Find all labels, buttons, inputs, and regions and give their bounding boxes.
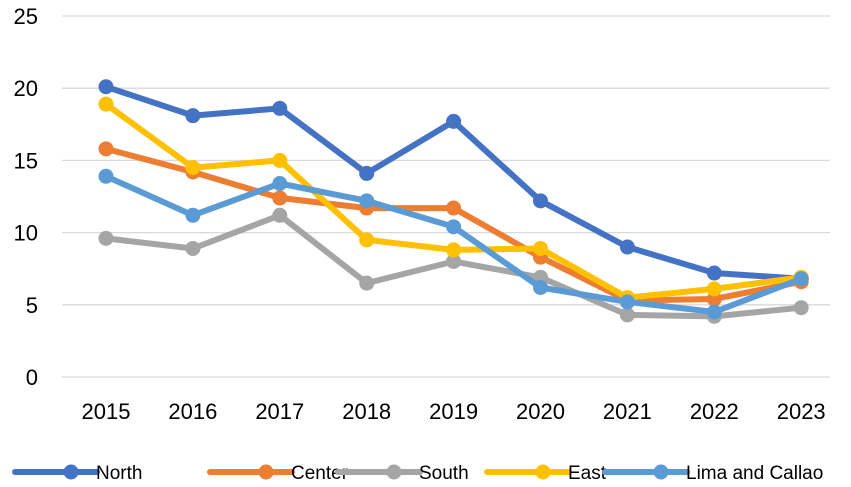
data-point-south-2023 (793, 300, 809, 316)
data-point-east-2020 (533, 240, 548, 256)
legend-swatch-marker (386, 464, 402, 480)
data-point-center-2015 (98, 141, 114, 157)
data-point-south-2016 (185, 240, 201, 256)
series-south (98, 207, 809, 324)
data-point-center-2019 (446, 200, 462, 216)
data-point-lima-and-callao-2022 (706, 304, 722, 320)
legend-swatch-marker (63, 464, 79, 480)
legend-label: East (568, 463, 607, 484)
data-point-east-2022 (706, 281, 722, 297)
data-point-north-2019 (446, 113, 462, 129)
legend-item-center: Center (207, 463, 349, 484)
data-point-south-2019 (446, 253, 462, 269)
data-point-south-2021 (619, 307, 635, 323)
legend-swatch-marker (653, 464, 669, 480)
legend-item-east: East (484, 463, 607, 484)
data-point-north-2021 (619, 239, 635, 255)
legend-item-north: North (12, 463, 142, 484)
y-tick-label: 0 (26, 365, 38, 390)
x-tick-label: 2019 (429, 399, 478, 424)
data-point-south-2017 (272, 207, 288, 223)
data-point-east-2018 (359, 232, 375, 248)
data-point-lima-and-callao-2023 (793, 271, 809, 287)
legend-item-south: South (335, 463, 469, 484)
data-point-east-2017 (272, 152, 288, 168)
data-point-north-2022 (706, 265, 722, 281)
data-point-lima-and-callao-2016 (185, 207, 201, 223)
legend-label: Lima and Callao (686, 463, 823, 484)
y-axis-ticks: 0 5 10 15 20 25 (14, 4, 38, 390)
data-point-lima-and-callao-2015 (98, 168, 114, 184)
legend-item-lima-and-callao: Lima and Callao (602, 463, 823, 484)
data-point-lima-and-callao-2018 (359, 193, 375, 209)
y-tick-label: 20 (14, 76, 38, 101)
x-tick-label: 2020 (516, 399, 565, 424)
x-tick-label: 2017 (255, 399, 304, 424)
legend-swatch-marker (535, 464, 551, 480)
data-point-east-2015 (98, 96, 114, 112)
y-tick-label: 5 (26, 293, 38, 318)
data-point-lima-and-callao-2021 (619, 294, 635, 310)
y-tick-label: 10 (14, 221, 38, 246)
series-east (98, 96, 809, 306)
data-point-north-2020 (533, 193, 548, 209)
x-tick-label: 2015 (82, 399, 131, 424)
data-point-north-2017 (272, 100, 288, 116)
data-point-north-2018 (359, 165, 375, 181)
data-point-lima-and-callao-2020 (533, 279, 548, 295)
legend-label: South (419, 463, 469, 484)
data-point-north-2016 (185, 108, 201, 124)
data-point-lima-and-callao-2019 (446, 219, 462, 235)
x-tick-label: 2018 (342, 399, 391, 424)
data-point-center-2017 (272, 190, 288, 206)
y-tick-label: 25 (14, 4, 38, 29)
legend: North Center South East Lima and Callao (12, 463, 823, 484)
data-point-south-2015 (98, 230, 114, 246)
data-point-south-2018 (359, 275, 375, 291)
x-tick-label: 2016 (168, 399, 217, 424)
legend-swatch-marker (258, 464, 274, 480)
series-lines (98, 79, 809, 324)
legend-label: Center (291, 463, 349, 484)
gridlines (62, 15, 830, 378)
data-point-lima-and-callao-2017 (272, 176, 288, 192)
data-point-east-2019 (446, 242, 462, 258)
legend-label: North (96, 463, 142, 484)
x-tick-label: 2022 (690, 399, 739, 424)
data-point-east-2016 (185, 160, 201, 176)
y-tick-label: 15 (14, 148, 38, 173)
series-lima-and-callao (98, 168, 809, 320)
x-tick-label: 2023 (777, 399, 826, 424)
data-point-north-2015 (98, 79, 114, 95)
x-axis-ticks: 2015 2016 2017 2018 2019 2020 2021 2022 2023 (82, 399, 826, 424)
x-tick-label: 2021 (603, 399, 652, 424)
